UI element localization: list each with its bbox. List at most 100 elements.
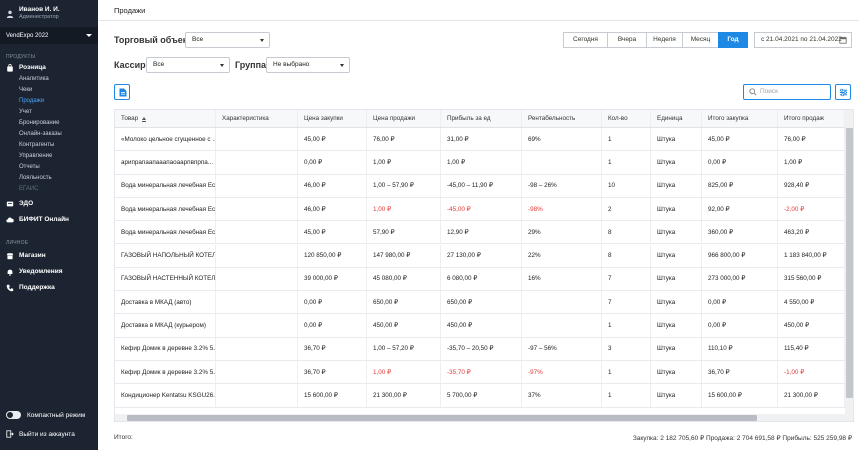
cell-quantity: 7 (602, 267, 651, 291)
sidebar-item-retail[interactable]: Розница (0, 61, 98, 74)
cell-unit-profit: -35,70 – 20,50 ₽ (441, 337, 522, 360)
cell-total-purchase: 273 000,00 ₽ (702, 267, 778, 291)
column-header-total-sales[interactable]: Итого продаж (778, 110, 845, 127)
compact-mode-toggle[interactable]: Компактный режим (6, 411, 85, 419)
search-input[interactable]: Поиск (743, 84, 831, 100)
group-select[interactable]: Не выбрано (266, 57, 350, 73)
cell-quantity: 3 (602, 337, 651, 360)
cell-total-purchase: 92,00 ₽ (702, 197, 778, 221)
table-row[interactable]: ГАЗОВЫЙ НАПОЛЬНЫЙ КОТЕЛ ... 120 850,00 ₽1… (115, 244, 845, 268)
cell-quantity: 2 (602, 197, 651, 221)
cashier-select[interactable]: Все (146, 57, 230, 73)
vertical-scrollbar[interactable] (845, 110, 853, 421)
section-products-heading: ПРОДУКТЫ (6, 54, 36, 60)
table-row[interactable]: арипрапаапааапаоаарпвпрпа... 0,00 ₽1,00 ₽… (115, 151, 845, 175)
table-row[interactable]: Кондиционер Kentatsu KSGU26... 15 600,00 … (115, 384, 845, 408)
table-row[interactable]: Кефир Домик в деревне 3.2% 5... 36,70 ₽1,… (115, 361, 845, 385)
cell-quantity: 1 (602, 361, 651, 384)
export-button[interactable] (114, 84, 130, 100)
cell-total-sales: 315 560,00 ₽ (778, 267, 845, 291)
date-range-picker[interactable]: с 21.04.2021 по 21.04.2022 (754, 32, 852, 48)
table-row[interactable]: Вода минеральная лечебная Ес... 45,00 ₽57… (115, 221, 845, 245)
column-header-characteristic[interactable]: Характеристика (216, 110, 298, 127)
main-content: Продажи Торговый объект Все Сегодня Вчер… (98, 0, 859, 450)
sidebar-item-notifications[interactable]: Уведомления (0, 265, 98, 278)
table-row[interactable]: Вода минеральная лечебная Ес... 46,00 ₽1,… (115, 174, 845, 198)
cell-quantity: 10 (602, 174, 651, 197)
sidebar-item-shop[interactable]: Магазин (0, 249, 98, 262)
sidebar-item-label: Розница (19, 64, 46, 71)
toggle-switch[interactable] (6, 411, 21, 419)
sidebar-item-booking[interactable]: Бронирование (19, 120, 60, 126)
cell-purchase-price: 46,00 ₽ (298, 174, 367, 197)
object-select[interactable]: Все (185, 32, 270, 48)
cell-total-sales: 450,00 ₽ (778, 314, 845, 337)
sidebar-item-label: БИФИТ Онлайн (19, 216, 69, 223)
table-row[interactable]: ГАЗОВЫЙ НАСТЕННЫЙ КОТЕЛ ... 39 000,00 ₽45… (115, 267, 845, 292)
column-settings-button[interactable] (835, 84, 851, 100)
sort-ascending-icon[interactable] (142, 117, 147, 122)
column-header-label: Кол-во (608, 115, 628, 122)
period-month-button[interactable]: Месяц (682, 32, 718, 48)
column-header-unit-profit[interactable]: Прибыль за ед (441, 110, 522, 127)
table-row[interactable]: Доставка в МКАД (курьером) 0,00 ₽450,00 ₽… (115, 314, 845, 338)
column-header-product[interactable]: Товар (115, 110, 216, 127)
column-header-quantity[interactable]: Кол-во (602, 110, 651, 127)
group-select-value: Не выбрано (273, 61, 310, 68)
sidebar-item-reports[interactable]: Отчеты (19, 164, 40, 170)
cell-total-sales: 1,00 ₽ (778, 151, 845, 174)
chevron-down-icon (260, 39, 264, 42)
sidebar-item-contractors[interactable]: Контрагенты (19, 142, 55, 148)
sidebar-item-analytics[interactable]: Аналитика (19, 76, 49, 82)
table-row[interactable]: Вода минеральная лечебная Ес... 46,00 ₽1,… (115, 197, 845, 222)
cell-unit-profit: 31,00 ₽ (441, 128, 522, 151)
sidebar-item-support[interactable]: Поддержка (0, 281, 98, 294)
sidebar-item-bifit-online[interactable]: БИФИТ Онлайн (0, 213, 98, 226)
period-selector: Сегодня Вчера Неделя Месяц Год (563, 32, 748, 48)
table-row[interactable]: «Молоко цельное сгущенное с ... 45,00 ₽76… (115, 128, 845, 152)
column-header-sale-price[interactable]: Цена продажи (367, 110, 441, 127)
column-header-label: Прибыль за ед (447, 115, 491, 122)
user-card[interactable]: Иванов И. И. Администратор (0, 0, 98, 27)
sidebar-item-receipts[interactable]: Чеки (19, 87, 33, 93)
period-yesterday-button[interactable]: Вчера (607, 32, 646, 48)
logout-button[interactable]: Выйти из аккаунта (6, 430, 75, 438)
column-header-purchase-price[interactable]: Цена закупки (298, 110, 367, 127)
account-switcher[interactable]: VendExpo 2022 (0, 27, 98, 44)
sidebar-item-loyalty[interactable]: Лояльность (19, 175, 52, 181)
scrollbar-thumb[interactable] (846, 128, 853, 398)
cell-sale-price: 1,00 – 57,20 ₽ (367, 337, 441, 360)
cell-quantity: 8 (602, 221, 651, 244)
period-week-button[interactable]: Неделя (646, 32, 682, 48)
column-header-profitability[interactable]: Рентабельность (522, 110, 602, 127)
sidebar-item-label: Уведомления (19, 268, 63, 275)
sidebar-item-egais[interactable]: ЕГАИС (19, 186, 39, 192)
sidebar-item-accounting[interactable]: Учет (19, 109, 32, 115)
sidebar-item-sales[interactable]: Продажи (19, 98, 45, 104)
cell-characteristic (216, 197, 298, 221)
column-header-unit[interactable]: Единица (651, 110, 702, 127)
cell-characteristic (216, 267, 298, 291)
cell-sale-price: 1,00 – 57,90 ₽ (367, 174, 441, 197)
period-year-button[interactable]: Год (718, 32, 748, 48)
sidebar-item-management[interactable]: Управление (19, 153, 53, 159)
chevron-down-icon (220, 64, 224, 67)
sidebar-item-edo[interactable]: ЭДО (0, 197, 98, 210)
period-today-button[interactable]: Сегодня (563, 32, 607, 48)
object-filter-label: Торговый объект (114, 35, 192, 45)
horizontal-scrollbar[interactable] (115, 414, 845, 421)
cell-purchase-price: 36,70 ₽ (298, 361, 367, 384)
cell-product: Доставка в МКАД (авто) (115, 291, 216, 314)
cell-characteristic (216, 151, 298, 174)
scrollbar-thumb[interactable] (127, 415, 757, 421)
sidebar-item-online-orders[interactable]: Онлайн-заказы (19, 131, 62, 137)
column-header-total-purchase[interactable]: Итого закупка (702, 110, 778, 127)
table-row[interactable]: Кефир Домик в деревне 3.2% 5... 36,70 ₽1,… (115, 337, 845, 361)
cell-purchase-price: 36,70 ₽ (298, 337, 367, 360)
cell-total-sales: 115,40 ₽ (778, 337, 845, 360)
table-row[interactable]: Доставка в МКАД (авто) 0,00 ₽650,00 ₽650,… (115, 291, 845, 315)
cell-sale-price: 57,90 ₽ (367, 221, 441, 244)
cell-total-sales: -1,00 ₽ (778, 361, 845, 384)
cell-profitability: 37% (522, 384, 602, 407)
document-exchange-icon (6, 201, 14, 206)
